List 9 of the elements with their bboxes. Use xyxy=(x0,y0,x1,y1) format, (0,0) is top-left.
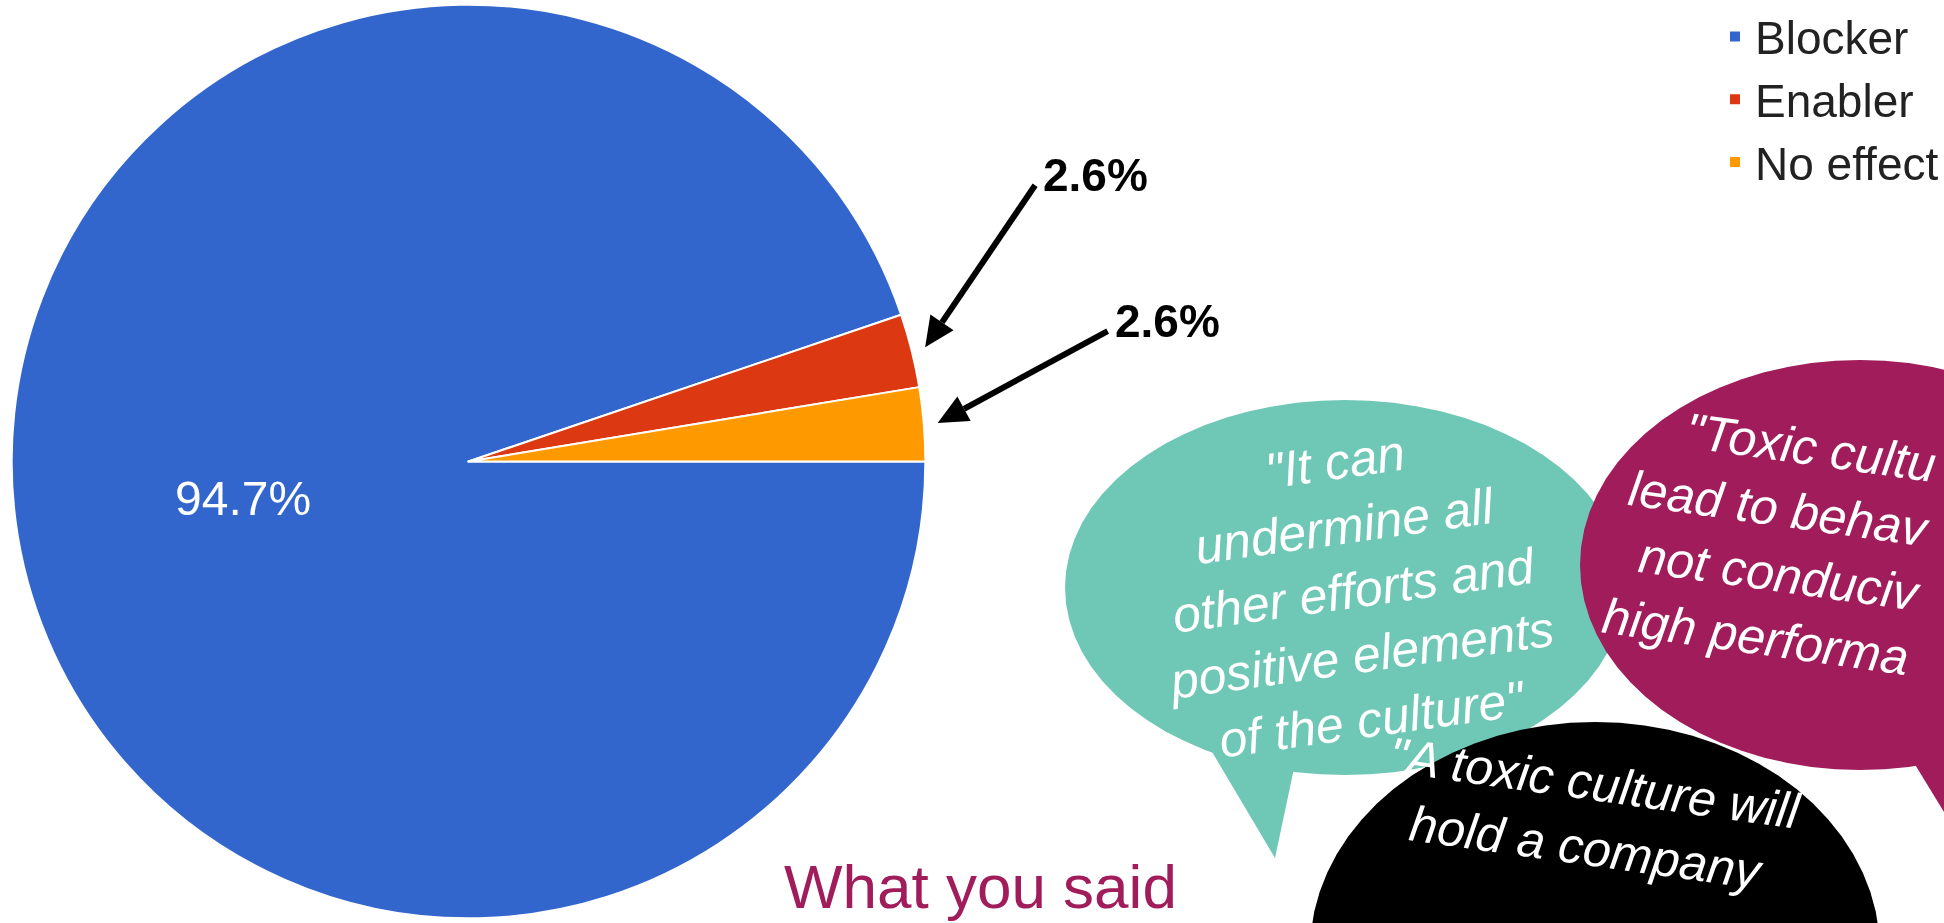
text: What you said xyxy=(784,852,1177,921)
data-label: 94.7% xyxy=(175,472,312,526)
text: "Toxic cultu lead to behav not conduciv high performa xyxy=(1598,402,1940,687)
legend-label: Blocker xyxy=(1755,12,1909,65)
data-label: 2.6% xyxy=(1115,295,1220,347)
legend-label: Enabler xyxy=(1755,75,1914,128)
pie-slice xyxy=(10,4,927,920)
data-label: 2.6% xyxy=(1043,149,1148,201)
legend-label: No effect xyxy=(1755,137,1939,190)
